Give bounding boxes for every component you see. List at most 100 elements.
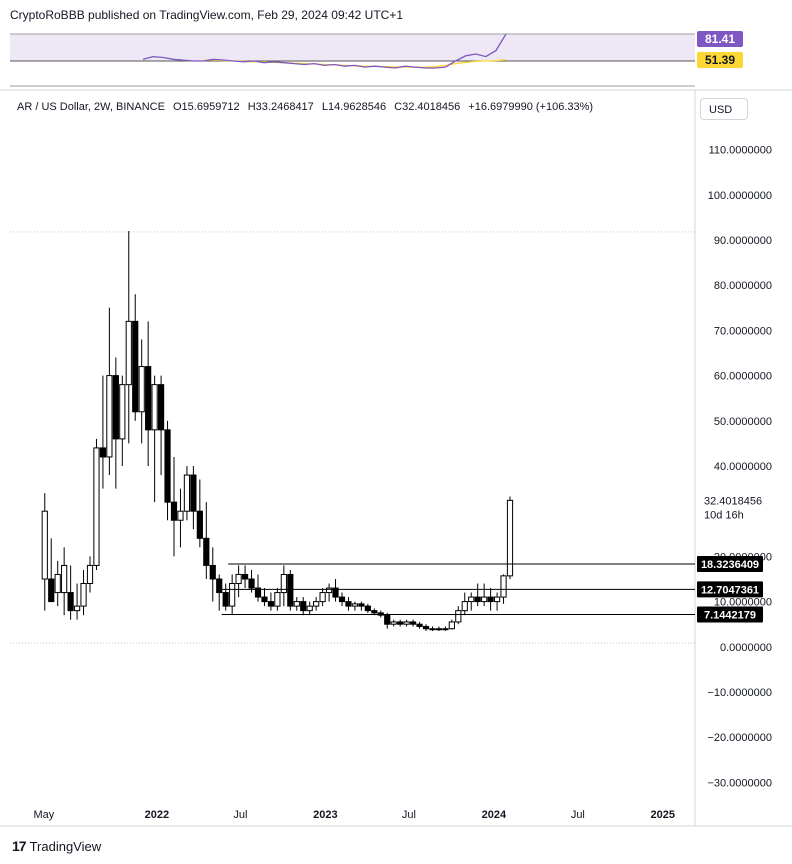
candle-body-down bbox=[157, 384, 165, 431]
candle bbox=[73, 583, 81, 620]
candle-body-up bbox=[351, 603, 359, 607]
price-tick-label: 70.0000000 bbox=[714, 325, 772, 337]
candle bbox=[54, 560, 61, 607]
candle-body-up bbox=[54, 573, 61, 594]
candle bbox=[468, 592, 475, 611]
level-badge: 7.1442179 bbox=[697, 606, 763, 623]
time-tick-label: May bbox=[33, 809, 54, 821]
price-axis-ticks: 110.0000000 100.0000000 90.0000000 80.00000… bbox=[707, 145, 772, 790]
candle-body-down bbox=[435, 628, 443, 631]
candle-body-up bbox=[293, 601, 300, 607]
candle-body-down bbox=[170, 501, 178, 521]
time-tick-label: Jul bbox=[233, 809, 247, 821]
candle bbox=[216, 574, 223, 611]
currency-button[interactable]: USD bbox=[700, 98, 748, 120]
rsi-ma-badge: 51.39 bbox=[697, 52, 743, 68]
candle-body-down bbox=[222, 592, 229, 607]
candle bbox=[397, 619, 404, 627]
candle-body-down bbox=[261, 596, 268, 603]
candle bbox=[125, 230, 132, 444]
candle bbox=[474, 583, 481, 607]
level-badge-text: 12.7047361 bbox=[701, 584, 759, 596]
candle bbox=[177, 488, 184, 548]
price-level-badges: 18.3236409 12.7047361 7.1442179 bbox=[697, 555, 763, 623]
candle-body-up bbox=[93, 447, 100, 566]
candle-body-down bbox=[487, 596, 494, 603]
candle-body-down bbox=[416, 623, 423, 627]
candle bbox=[429, 626, 436, 631]
candle bbox=[61, 547, 68, 616]
candle-body-up bbox=[325, 587, 333, 594]
candle bbox=[422, 624, 430, 631]
time-tick-label: Jul bbox=[402, 809, 416, 821]
candle-body-down bbox=[300, 601, 307, 612]
candle-body-down bbox=[358, 603, 365, 607]
candle bbox=[183, 466, 191, 521]
candle-body-down bbox=[364, 605, 371, 612]
candle-body-up bbox=[455, 610, 462, 623]
candle bbox=[287, 569, 294, 611]
tradingview-logo-icon: 17 bbox=[12, 838, 27, 854]
candle-body-down bbox=[248, 578, 255, 589]
candle bbox=[300, 597, 307, 616]
price-tick-label: −10.0000000 bbox=[707, 687, 772, 699]
candle bbox=[338, 592, 346, 607]
candle bbox=[254, 574, 262, 602]
candle bbox=[170, 456, 178, 557]
candle-body-up bbox=[500, 575, 507, 598]
candle bbox=[138, 339, 145, 444]
publisher-line: CryptoRoBBB published on TradingView.com… bbox=[10, 8, 404, 22]
price-tick-label: 0.0000000 bbox=[720, 642, 772, 654]
candle-body-down bbox=[409, 621, 417, 625]
candle bbox=[190, 466, 197, 530]
price-tick-label: 110.0000000 bbox=[709, 145, 772, 157]
candle-body-up bbox=[390, 621, 397, 625]
candle-body-up bbox=[319, 592, 326, 603]
dotted-levels bbox=[10, 231, 695, 644]
legend-low: L14.9628546 bbox=[321, 101, 387, 113]
candle bbox=[86, 556, 94, 593]
candle-body-up bbox=[138, 366, 145, 413]
candle bbox=[364, 603, 371, 613]
candle bbox=[145, 321, 152, 466]
candle-body-up bbox=[177, 510, 184, 521]
candle bbox=[99, 375, 107, 489]
candle-body-down bbox=[48, 578, 55, 603]
price-tick-label: 90.0000000 bbox=[714, 235, 772, 247]
candle-body-up bbox=[106, 375, 113, 458]
candle-body-down bbox=[267, 601, 275, 607]
candle bbox=[80, 569, 87, 616]
candle-body-down bbox=[332, 587, 339, 598]
candle-body-down bbox=[67, 592, 74, 612]
candle-body-down bbox=[397, 621, 404, 625]
footer-brand: TradingView bbox=[29, 838, 102, 854]
candle bbox=[487, 588, 494, 611]
current-price-value: 32.4018456 bbox=[704, 495, 762, 507]
candle bbox=[229, 574, 236, 616]
candle-body-down bbox=[196, 510, 203, 539]
candle-body-up bbox=[468, 596, 475, 603]
candle bbox=[390, 619, 397, 627]
candle-body-up bbox=[61, 564, 68, 594]
level-badge: 18.3236409 bbox=[697, 555, 763, 572]
candle-body-down bbox=[241, 573, 249, 580]
candle bbox=[332, 579, 339, 602]
candle-body-up bbox=[313, 601, 320, 607]
level-badge: 12.7047361 bbox=[697, 581, 763, 598]
candle-body-down bbox=[209, 564, 216, 580]
legend-open: O15.6959712 bbox=[173, 101, 240, 113]
candle bbox=[306, 601, 313, 616]
candle bbox=[209, 547, 216, 602]
candle bbox=[403, 619, 410, 627]
candle bbox=[506, 496, 514, 580]
candle bbox=[235, 565, 242, 598]
candle-body-down bbox=[132, 320, 139, 413]
legend-close: C32.4018456 bbox=[394, 101, 461, 113]
time-tick-label: 2025 bbox=[651, 809, 675, 821]
candle-body-down bbox=[371, 610, 378, 614]
candle-body-down bbox=[422, 625, 430, 630]
rsi-value-badge: 81.41 bbox=[697, 31, 743, 47]
candle-body-up bbox=[306, 605, 313, 612]
candle bbox=[119, 375, 126, 466]
